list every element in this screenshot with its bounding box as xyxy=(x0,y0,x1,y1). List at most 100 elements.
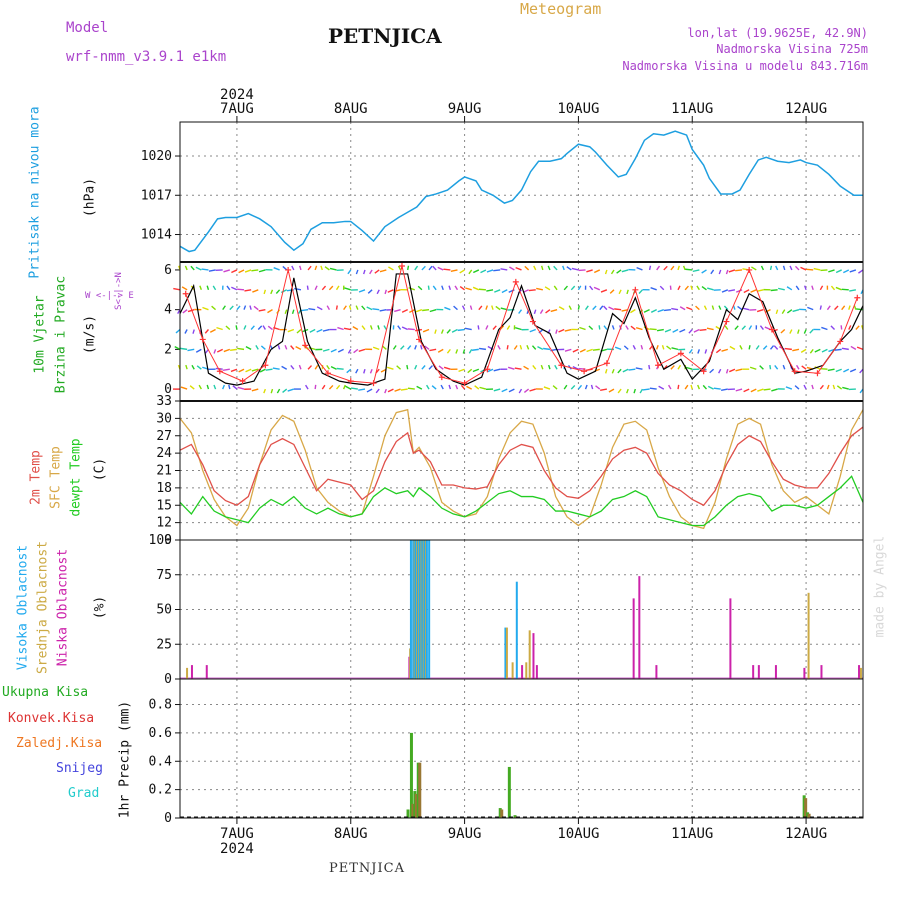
wind-gust-marker xyxy=(461,380,468,387)
cloud-bar-mid xyxy=(505,627,508,679)
panel-frame-pressure xyxy=(179,121,864,263)
bottom-day-label-10AUG: 10AUG xyxy=(557,826,599,842)
cloud-bar-low xyxy=(205,665,208,679)
wind-gust-marker xyxy=(768,326,775,333)
top-day-label-8AUG: 8AUG xyxy=(334,101,368,117)
wind-gust-marker xyxy=(814,370,821,377)
dewpt-line xyxy=(179,475,864,527)
wind-gust-marker xyxy=(416,336,423,343)
tick-label-temp-9: 9 xyxy=(164,533,172,548)
footer-station: PETNJICA xyxy=(329,861,405,876)
wind-gust-marker xyxy=(398,262,405,269)
wind-gust-marker xyxy=(285,266,292,273)
cloud-bar-low xyxy=(521,665,524,679)
wind-gust-marker xyxy=(182,290,189,297)
tick-label-precip-0.4: 0.4 xyxy=(149,754,173,769)
bottom-day-label-7AUG: 7AUG xyxy=(220,826,254,842)
tick-label-temp-15: 15 xyxy=(156,498,172,513)
wind-gust-marker xyxy=(558,362,565,369)
cloud-bar-high xyxy=(504,627,507,679)
tick-label-cloud-0: 0 xyxy=(164,672,172,687)
precip-bar-total xyxy=(406,809,410,818)
wind-gust-marker xyxy=(512,278,519,285)
wind-gust-marker xyxy=(581,368,588,375)
wind-gust-marker xyxy=(302,342,309,349)
wind-gust-marker xyxy=(370,380,377,387)
bottom-day-label-9AUG: 9AUG xyxy=(448,826,482,842)
wind-compass-ew: W <-|-> E xyxy=(85,291,134,301)
precip-bar-conv xyxy=(500,809,504,818)
precip-bar-total xyxy=(409,732,413,818)
precip-legend-conv: Konvek.Kisa xyxy=(8,711,95,726)
wind-gust-marker xyxy=(603,360,610,367)
tick-label-cloud-50: 50 xyxy=(156,603,172,618)
meteogram-title: Meteogram xyxy=(520,0,602,18)
top-day-label-10AUG: 10AUG xyxy=(557,101,599,117)
cloud-bar-high xyxy=(428,540,431,679)
cloud-bar-low xyxy=(532,633,535,679)
cloud-bar-low xyxy=(803,667,806,679)
tick-label-precip-0: 0 xyxy=(164,811,172,826)
station-title: PETNJICA xyxy=(328,24,442,48)
model-label: Model xyxy=(66,20,109,36)
cloud-bar-high xyxy=(414,540,417,679)
precip-bar-conv xyxy=(414,793,418,818)
wind-arrow-field xyxy=(173,265,864,394)
wind-gust-marker xyxy=(677,350,684,357)
t2m-line xyxy=(179,426,864,507)
cloud-bar-low xyxy=(774,665,777,679)
tick-label-pressure-1017: 1017 xyxy=(141,188,172,203)
cloud-bar-low xyxy=(638,576,641,679)
wind-gust-marker xyxy=(324,370,331,377)
cloud-bar-mid xyxy=(528,630,531,679)
altitude-real: Nadmorska Visina 725m xyxy=(716,42,868,56)
tick-label-temp-30: 30 xyxy=(156,411,172,426)
wind-gust-marker xyxy=(791,368,798,375)
cloud-bar-low xyxy=(655,665,658,679)
tick-label-precip-0.8: 0.8 xyxy=(149,698,172,713)
altitude-model: Nadmorska Visina u modelu 843.716m xyxy=(622,59,868,73)
cloud-bar-low xyxy=(820,665,823,679)
top-day-label-11AUG: 11AUG xyxy=(671,101,713,117)
cloud-bar-low xyxy=(757,665,760,679)
panel-frame-wind xyxy=(179,261,864,402)
panel-frame-precip xyxy=(179,678,864,819)
top-day-label-7AUG: 7AUG xyxy=(220,101,254,117)
cloud-bar-mid xyxy=(807,592,810,679)
wind-gust-marker xyxy=(632,286,639,293)
wind-gust-marker xyxy=(723,318,730,325)
tick-label-wind-2: 2 xyxy=(164,342,172,357)
tick-label-wind-0: 0 xyxy=(164,382,172,397)
wind-speed-line xyxy=(179,273,864,386)
tick-label-temp-12: 12 xyxy=(156,516,172,531)
wind-gust-marker xyxy=(262,362,269,369)
wind-gust-marker xyxy=(438,374,445,381)
precip-legend-total: Ukupna Kisa xyxy=(2,685,89,700)
tick-label-pressure-1014: 1014 xyxy=(141,228,172,243)
cloud-bar-mid xyxy=(859,667,862,679)
wind-gust-marker xyxy=(199,336,206,343)
cloud-bar-high xyxy=(515,581,518,679)
tick-label-temp-24: 24 xyxy=(156,446,172,461)
wind-gust-marker xyxy=(347,378,354,385)
tick-label-pressure-1020: 1020 xyxy=(141,149,172,164)
cloud-bar-high xyxy=(421,540,424,679)
precip-bar-conv xyxy=(807,813,811,818)
precip-bar-conv xyxy=(804,798,808,818)
cloud-bar-low xyxy=(632,598,635,679)
cloud-bar-high xyxy=(412,540,415,679)
wind-gust-marker xyxy=(837,338,844,345)
precip-bar-conv xyxy=(411,803,415,818)
bottom-day-label-8AUG: 8AUG xyxy=(334,826,368,842)
top-day-label-9AUG: 9AUG xyxy=(448,101,482,117)
cloud-bar-low xyxy=(190,665,193,679)
tick-label-precip-0.2: 0.2 xyxy=(149,783,172,798)
tick-label-temp-21: 21 xyxy=(156,464,172,479)
tick-label-wind-4: 4 xyxy=(164,303,172,318)
wind-gust-marker xyxy=(529,318,536,325)
wind-gust-line xyxy=(185,265,858,384)
wind-gust-marker xyxy=(746,266,753,273)
cloud-bar-low xyxy=(535,665,538,679)
